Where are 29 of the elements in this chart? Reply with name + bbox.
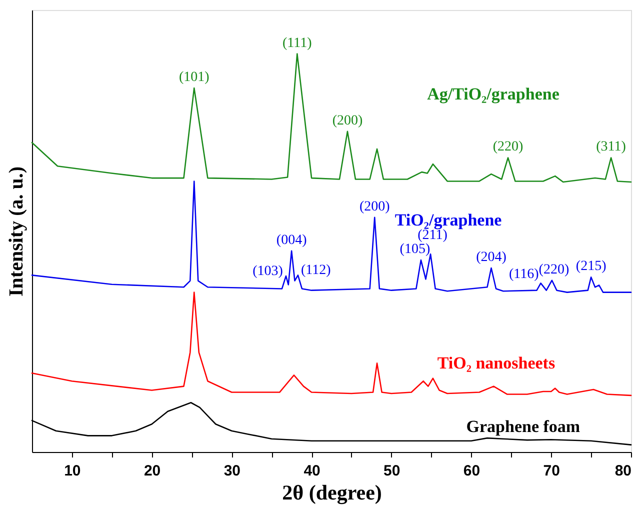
series-label: TiO₂/graphene [394, 210, 502, 230]
annotation: (200) [332, 113, 363, 128]
annotation: (220) [538, 262, 570, 278]
x-tick-label: 60 [463, 462, 480, 480]
series-label: Graphene foam [466, 416, 580, 436]
y-axis-title: Intensity (a. u.) [6, 166, 28, 297]
annotation: (200) [359, 199, 390, 214]
x-tick-label: 80 [614, 462, 632, 480]
annotation: (116) [508, 267, 540, 282]
annotation: (101) [178, 70, 210, 86]
annotation: (111) [282, 36, 312, 51]
x-tick-label: 30 [224, 462, 241, 480]
x-tick-label: 20 [144, 462, 161, 480]
annotation: (004) [276, 232, 308, 248]
annotation: (103) [252, 264, 284, 279]
x-tick-label: 70 [543, 462, 560, 480]
x-tick-label: 40 [304, 462, 320, 480]
series-label: TiO₂ nanosheets [437, 354, 556, 373]
text: Ag/TiO₂/graphene [427, 84, 560, 104]
x-axis-title: 2θ (degree) [282, 480, 382, 504]
annotation: (215) [576, 259, 607, 274]
annotation: (112) [300, 263, 332, 278]
annotation: (220) [492, 140, 524, 155]
annotation: (105) [400, 242, 430, 258]
annotation: (311) [596, 140, 626, 155]
x-tick-label: 50 [384, 462, 400, 480]
annotation: (204) [476, 250, 507, 266]
annotation: (211) [418, 228, 448, 244]
x-tick-label: 10 [64, 462, 81, 480]
